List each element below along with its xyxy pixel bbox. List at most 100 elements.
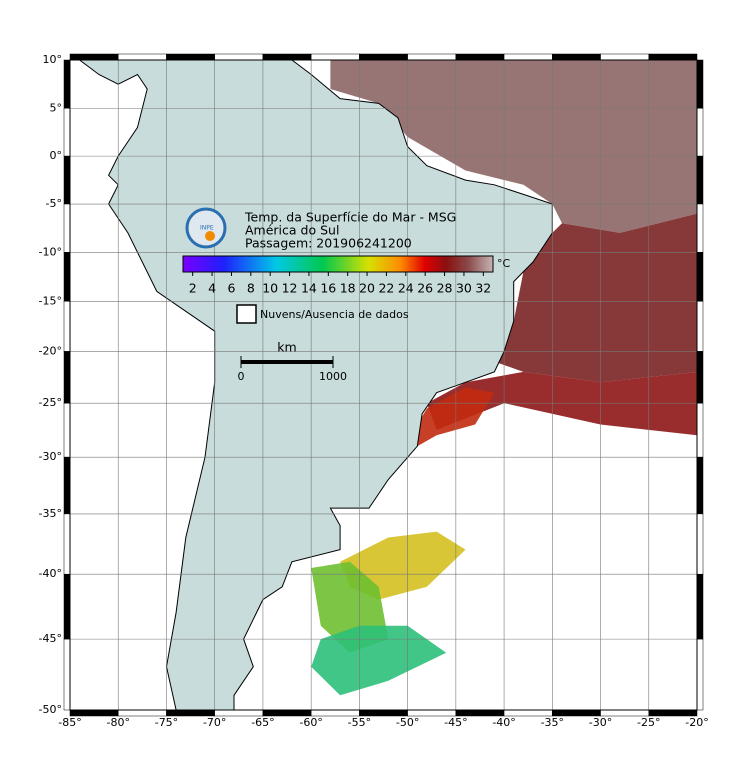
scale-bar-tick-label: 1000 [319, 370, 347, 383]
graticule: -85° -80° -75° -70° -65° -60° -55° -50° -45° -40°… [39, 53, 709, 729]
lon-tick-label: -60° [299, 716, 322, 729]
lon-tick-label: -75° [155, 716, 178, 729]
lat-tick-label: -50° [39, 703, 62, 716]
sst-patch [494, 213, 697, 383]
scale-bar-tick-label: 0 [238, 370, 245, 383]
lat-tick-label: -35° [39, 507, 62, 520]
frame-segment [696, 108, 704, 157]
logo [185, 207, 227, 249]
lat-tick-label: -45° [39, 632, 62, 645]
lon-tick-label: -50° [396, 716, 419, 729]
lon-tick-label: -40° [492, 716, 515, 729]
frame-segment [63, 402, 71, 458]
lat-tick-label: -15° [39, 294, 62, 307]
lon-tick-label: -20° [685, 716, 708, 729]
lon-tick-label: -55° [348, 716, 371, 729]
lat-tick-label: 10° [43, 53, 63, 66]
lat-tick-label: 0° [50, 149, 63, 162]
lon-tick-label: -70° [203, 716, 226, 729]
frame-segment [455, 53, 505, 61]
sst-patch [311, 625, 447, 696]
frame-segment [696, 351, 704, 404]
lon-tick-label: -30° [589, 716, 612, 729]
frame-segment [310, 53, 360, 61]
frame-segment [262, 53, 312, 61]
frame-segment [63, 252, 71, 302]
frame-segment [63, 513, 71, 575]
lon-tick-label: -25° [637, 716, 660, 729]
sst-patch [330, 60, 697, 233]
lat-tick-label: -5° [46, 197, 62, 210]
frame-segment [63, 638, 71, 711]
frame-segment [696, 402, 704, 458]
frame-segment [407, 53, 457, 61]
colorbar-tick-label: 10 [262, 281, 278, 296]
legend-pass: Passagem: 201906241200 [245, 236, 412, 251]
frame-segment [696, 573, 704, 640]
lon-tick-label: -85° [58, 716, 81, 729]
logo-text: INPE [200, 225, 214, 232]
frame-segment [696, 513, 704, 575]
colorbar-tick-label: 14 [301, 281, 317, 296]
colorbar [182, 255, 494, 273]
colorbar-tick-label: 20 [359, 281, 375, 296]
lat-tick-label: -10° [39, 245, 62, 258]
frame-segment [600, 53, 650, 61]
frame-segment [166, 53, 215, 61]
lon-tick-label: -45° [444, 716, 467, 729]
frame-segment [63, 108, 71, 157]
lat-tick-label: -30° [39, 450, 62, 463]
colorbar-tick-label: 26 [417, 281, 433, 296]
frame [69, 59, 698, 711]
frame-segment [503, 53, 553, 61]
lat-tick-label: -25° [39, 396, 62, 409]
lat-tick-label: -40° [39, 567, 62, 580]
logo-sun [205, 231, 215, 241]
frame-segment [63, 301, 71, 352]
frame-segment [63, 155, 71, 205]
colorbar-tick-label: 32 [475, 281, 491, 296]
frame-segment [552, 53, 601, 61]
frame-segment [117, 53, 167, 61]
colorbar-tick-label: 22 [378, 281, 394, 296]
colorbar-tick-label: 12 [282, 281, 298, 296]
frame-segment [648, 53, 698, 61]
scale-bar-label: km [277, 340, 296, 355]
frame-segment [69, 53, 119, 61]
no-data-swatch [236, 304, 257, 324]
lon-tick-label: -80° [106, 716, 129, 729]
colorbar-unit: °C [497, 257, 511, 270]
lat-tick-label: -20° [39, 344, 62, 357]
lon-tick-label: -65° [251, 716, 274, 729]
colorbar-tick-label: 16 [320, 281, 336, 296]
colorbar-tick-label: 18 [340, 281, 356, 296]
sst-patch [398, 387, 495, 458]
frame-segment [696, 252, 704, 302]
map-area [78, 60, 697, 710]
frame-segment [696, 456, 704, 515]
frame-segment [696, 203, 704, 253]
frame-segment [63, 573, 71, 640]
legend: INPE Temp. da Superfície do Mar - MSG Am… [182, 207, 511, 383]
frame-segment [63, 456, 71, 515]
colorbar-tick-label: 28 [437, 281, 453, 296]
lon-tick-label: -35° [541, 716, 564, 729]
sst-patch [426, 371, 697, 436]
legend-title: Temp. da Superfície do Mar - MSG [244, 210, 456, 225]
scale-bar [241, 360, 333, 364]
frame-segment [696, 59, 704, 109]
frame-segment [63, 203, 71, 253]
frame-segment [63, 59, 71, 109]
frame-segment [696, 301, 704, 352]
frame-segment [359, 53, 408, 61]
colorbar-tick-label: 8 [247, 281, 255, 296]
colorbar-tick-label: 30 [456, 281, 472, 296]
colorbar-tick-label: 24 [398, 281, 414, 296]
frame-segment [696, 155, 704, 205]
colorbar-tick-label: 4 [208, 281, 216, 296]
legend-region: América do Sul [245, 223, 339, 238]
colorbar-tick-label: 6 [227, 281, 235, 296]
no-data-label: Nuvens/Ausencia de dados [260, 308, 409, 321]
lat-tick-label: 5° [50, 101, 63, 114]
